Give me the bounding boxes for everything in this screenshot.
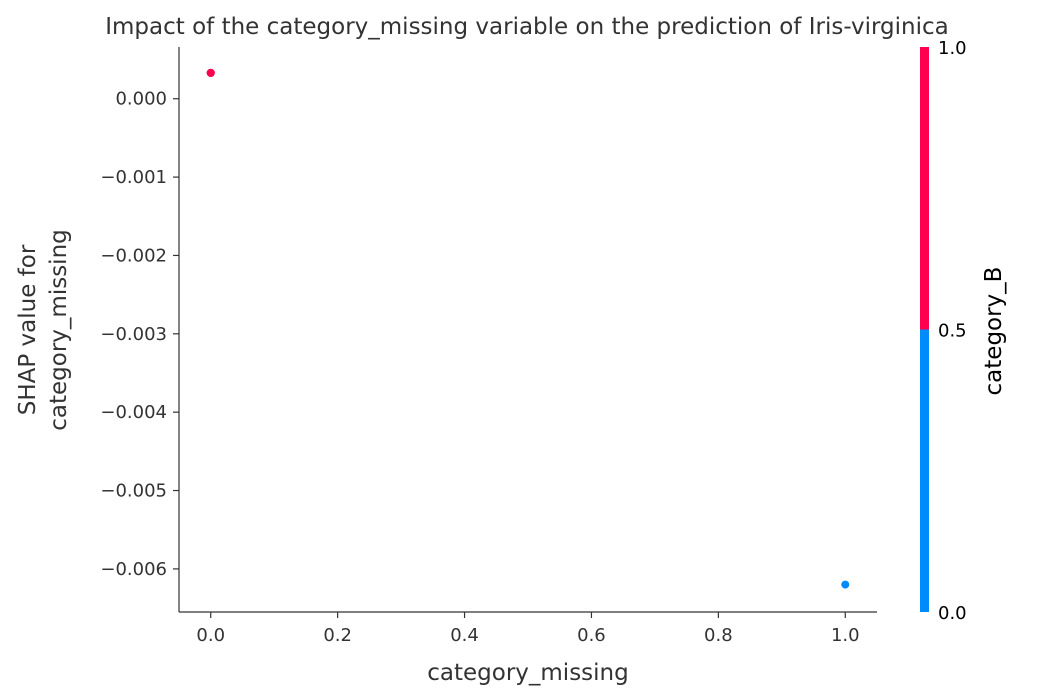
data-points [206, 68, 850, 589]
colorbar-high-segment [920, 47, 929, 330]
y-tick-label: −0.001 [100, 167, 167, 188]
colorbar-tick-label: 1.0 [938, 38, 967, 59]
x-tick-label: 0.4 [450, 625, 479, 646]
x-axis-ticks: 0.0 0.2 0.4 0.6 0.8 1.0 [196, 612, 860, 646]
colorbar-tick-label: 0.5 [938, 321, 967, 342]
x-tick-label: 0.6 [577, 625, 606, 646]
x-tick-label: 0.0 [196, 625, 225, 646]
y-axis-ticks: 0.000 −0.001 −0.002 −0.003 −0.004 −0.005 −0.00… [100, 89, 179, 580]
y-axis-label: SHAP value for category_missing [15, 229, 72, 430]
x-tick-label: 0.8 [704, 625, 733, 646]
x-tick-label: 0.2 [323, 625, 352, 646]
data-point [841, 580, 850, 589]
y-axis-label-line-1: SHAP value for [15, 244, 41, 415]
y-axis-label-line-2: category_missing [46, 229, 72, 430]
y-tick-label: 0.000 [115, 89, 167, 110]
colorbar-ticks: 0.0 0.5 1.0 [938, 38, 967, 624]
y-tick-label: −0.005 [100, 481, 167, 502]
y-tick-label: −0.004 [100, 402, 167, 423]
colorbar-title: category_B [981, 267, 1007, 396]
colorbar-tick-label: 0.0 [938, 603, 967, 624]
y-tick-label: −0.006 [100, 559, 167, 580]
y-tick-label: −0.002 [100, 245, 167, 266]
x-axis-label: category_missing [427, 660, 628, 686]
y-tick-label: −0.003 [100, 324, 167, 345]
colorbar: 0.0 0.5 1.0 category_B [920, 38, 1007, 624]
x-tick-label: 1.0 [831, 625, 860, 646]
chart-title: Impact of the category_missing variable … [105, 14, 949, 40]
colorbar-low-segment [920, 329, 929, 612]
data-point [206, 68, 215, 77]
